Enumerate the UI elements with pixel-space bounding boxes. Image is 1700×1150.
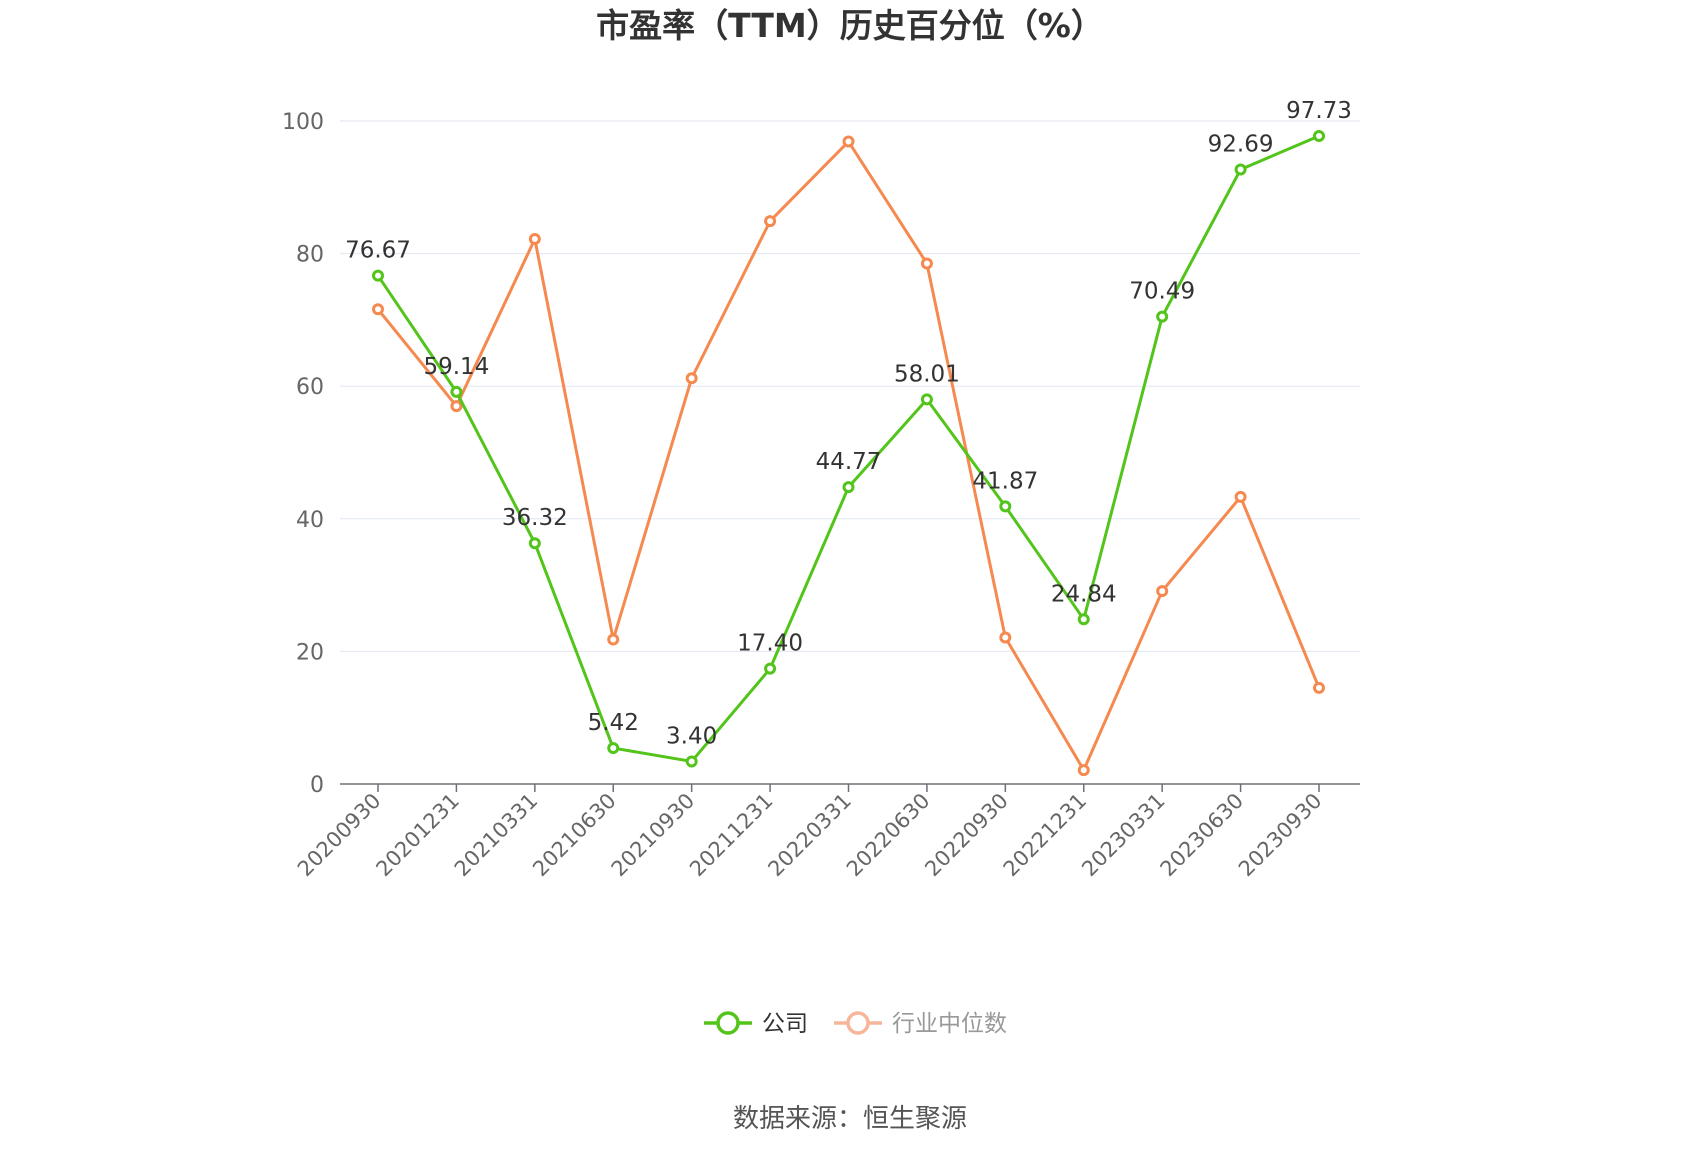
y-tick-label: 0 (310, 773, 324, 798)
data-point[interactable] (1313, 130, 1325, 143)
y-tick-label: 20 (296, 640, 324, 665)
data-label: 58.01 (894, 361, 960, 387)
data-point[interactable] (1077, 613, 1090, 626)
x-tick-label: 20221231 (999, 789, 1092, 882)
data-label: 44.77 (816, 449, 882, 475)
x-tick-label: 20230630 (1156, 789, 1249, 882)
data-point[interactable] (999, 631, 1012, 644)
y-tick-label: 40 (296, 508, 324, 533)
data-point[interactable] (764, 662, 777, 675)
x-tick-label: 20211231 (685, 789, 778, 882)
x-tick-label: 20220930 (920, 789, 1013, 882)
data-label: 5.42 (588, 710, 639, 736)
data-label: 70.49 (1129, 279, 1195, 305)
data-point[interactable] (920, 257, 933, 270)
chart-title: 市盈率（TTM）历史百分位（%） (596, 6, 1104, 45)
x-tick-label: 20210331 (450, 789, 543, 882)
data-point[interactable] (920, 393, 933, 406)
data-label: 24.84 (1051, 581, 1117, 607)
x-tick-label: 20210930 (607, 789, 700, 882)
data-point[interactable] (764, 215, 777, 228)
data-point[interactable] (842, 135, 855, 148)
data-point[interactable] (1156, 585, 1169, 598)
data-point[interactable] (685, 372, 698, 385)
data-point[interactable] (528, 233, 541, 246)
x-tick-label: 20210630 (528, 789, 621, 882)
series-layer (372, 130, 1325, 777)
axes: 0204060801002020093020201231202103312021… (282, 110, 1360, 881)
data-point[interactable] (999, 500, 1012, 513)
x-tick-label: 20220630 (842, 789, 935, 882)
data-source: 数据来源：恒生聚源 (733, 1104, 967, 1134)
x-tick-label: 20200930 (293, 789, 386, 882)
legend-label: 行业中位数 (892, 1011, 1007, 1037)
data-label: 59.14 (423, 354, 489, 380)
legend-label: 公司 (762, 1011, 808, 1037)
x-tick-label: 20201231 (371, 789, 464, 882)
data-label: 97.73 (1286, 98, 1352, 124)
data-label: 3.40 (666, 723, 717, 749)
legend[interactable]: 公司 行业中位数 (704, 1011, 1007, 1037)
data-point[interactable] (1234, 490, 1247, 503)
gridlines (340, 120, 1360, 652)
legend-marker (846, 1011, 870, 1035)
x-tick-label: 20230930 (1234, 789, 1327, 882)
data-point[interactable] (372, 269, 384, 282)
y-tick-label: 60 (296, 375, 324, 400)
data-label: 36.32 (502, 505, 568, 531)
data-point[interactable] (1077, 764, 1090, 777)
data-labels: 76.67 59.14 36.32 5.42 3.40 17.40 44.77 58.01 41… (345, 98, 1352, 749)
data-label: 92.69 (1208, 131, 1274, 157)
legend-item-1[interactable]: 行业中位数 (834, 1011, 1007, 1037)
data-point[interactable] (1234, 163, 1247, 176)
data-point[interactable] (607, 633, 620, 646)
data-point[interactable] (1313, 681, 1325, 694)
data-point[interactable] (1156, 310, 1169, 323)
data-point[interactable] (372, 303, 384, 316)
data-point[interactable] (842, 481, 855, 494)
data-point[interactable] (528, 537, 541, 550)
legend-item-0[interactable]: 公司 (704, 1011, 808, 1037)
y-tick-label: 100 (282, 110, 324, 135)
data-label: 17.40 (737, 631, 803, 657)
data-label: 76.67 (345, 238, 411, 264)
legend-marker (716, 1011, 740, 1035)
data-label: 41.87 (972, 468, 1038, 494)
x-tick-label: 20220331 (763, 789, 856, 882)
data-point[interactable] (450, 400, 463, 413)
y-tick-label: 80 (296, 243, 324, 268)
data-point[interactable] (685, 755, 698, 768)
x-tick-label: 20230331 (1077, 789, 1170, 882)
data-point[interactable] (450, 385, 463, 398)
data-point[interactable] (607, 742, 620, 755)
